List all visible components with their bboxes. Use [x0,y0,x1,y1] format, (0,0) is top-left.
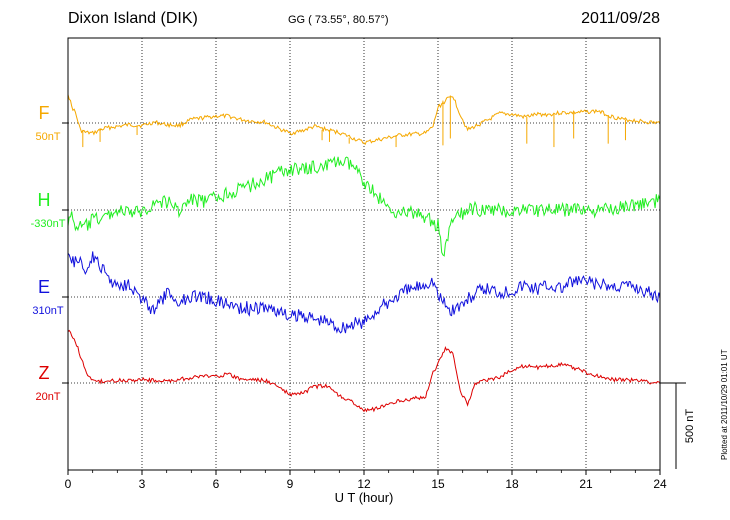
scale-bar: 500 nT [660,382,696,469]
series-name-f: F [39,103,50,123]
x-tick-label: 24 [653,477,667,491]
x-tick-label: 0 [65,477,72,491]
series-baseline-e: 310nT [32,305,63,317]
series-name-e: E [38,277,50,297]
x-tick-label: 12 [357,477,371,491]
x-tick-label: 21 [579,477,593,491]
series-name-z: Z [39,363,50,383]
x-axis: 0 3 6 9 12 15 18 21 24 [62,122,667,491]
series-layer [67,94,661,413]
series-labels: F 50nT H -330nT E 310nT Z 20nT [31,103,66,403]
series-baseline-h: -330nT [31,218,66,230]
scale-bar-label: 500 nT [684,409,696,444]
series-name-h: H [38,190,51,210]
series-line-e [67,251,661,334]
x-tick-label: 18 [505,477,519,491]
series-baseline-f: 50nT [35,131,60,143]
station-name: Dixon Island (DIK) [68,10,198,27]
station-coordinates: GG ( 73.55°, 80.57°) [288,14,389,26]
grid-layer [68,38,660,470]
x-tick-label: 15 [431,477,445,491]
observation-date: 2011/09/28 [581,10,660,27]
series-line-h [67,155,661,257]
x-axis-label: U T (hour) [335,490,394,505]
series-line-z [67,329,661,413]
x-tick-label: 3 [139,477,146,491]
series-line-f [67,94,661,146]
x-tick-label: 9 [287,477,294,491]
x-tick-label: 6 [213,477,220,491]
series-baseline-z: 20nT [35,391,60,403]
